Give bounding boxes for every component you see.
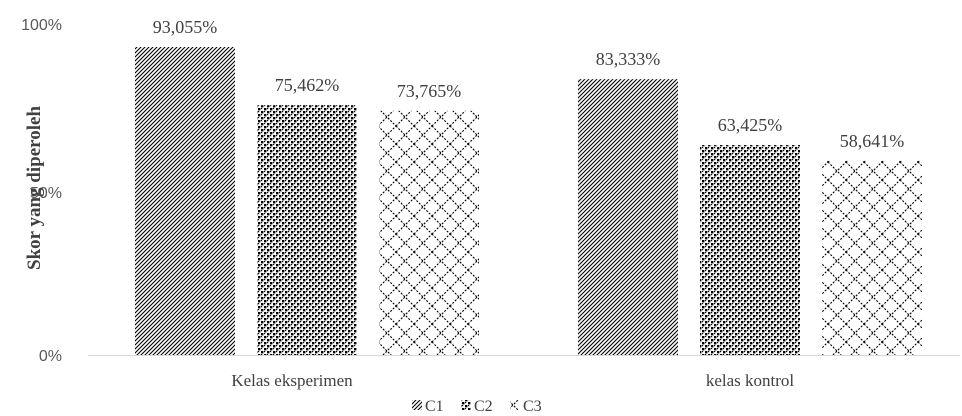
legend: C1 C2 C3 xyxy=(412,398,542,415)
bars-group xyxy=(135,46,922,356)
x-category-label-eksperimen: Kelas eksperimen xyxy=(231,371,353,390)
bar-c2-eksperimen xyxy=(257,105,357,355)
bar-c3-kontrol xyxy=(822,160,922,355)
legend-label-c3: C3 xyxy=(523,398,542,415)
bar-c3-eksperimen xyxy=(379,110,479,355)
x-category-label-kontrol: kelas kontrol xyxy=(706,371,795,390)
y-axis-label: Skor yang diperoleh xyxy=(24,106,45,270)
data-label-c3-kontrol: 58,641% xyxy=(840,131,905,151)
legend-label-c1: C1 xyxy=(425,398,444,415)
data-label-c1-eksperimen: 93,055% xyxy=(153,17,218,37)
bar-c2-kontrol xyxy=(700,145,800,355)
y-tick-label-0: 0% xyxy=(39,348,62,365)
bar-c1-kontrol xyxy=(578,79,678,355)
y-tick-label-50: 50% xyxy=(30,185,62,202)
data-label-c2-kontrol: 63,425% xyxy=(718,115,783,135)
data-label-c3-eksperimen: 73,765% xyxy=(397,81,462,101)
bar-c1-eksperimen xyxy=(135,46,235,356)
legend-swatch-c2 xyxy=(461,400,471,410)
legend-label-c2: C2 xyxy=(474,398,493,415)
y-tick-label-100: 100% xyxy=(21,17,62,34)
data-labels-group: 93,055% 75,462% 73,765% 83,333% 63,425% 58,64… xyxy=(153,17,905,151)
legend-swatch-c1 xyxy=(412,400,422,410)
data-label-c2-eksperimen: 75,462% xyxy=(275,75,340,95)
legend-swatch-c3 xyxy=(510,400,520,410)
data-label-c1-kontrol: 83,333% xyxy=(596,49,661,69)
